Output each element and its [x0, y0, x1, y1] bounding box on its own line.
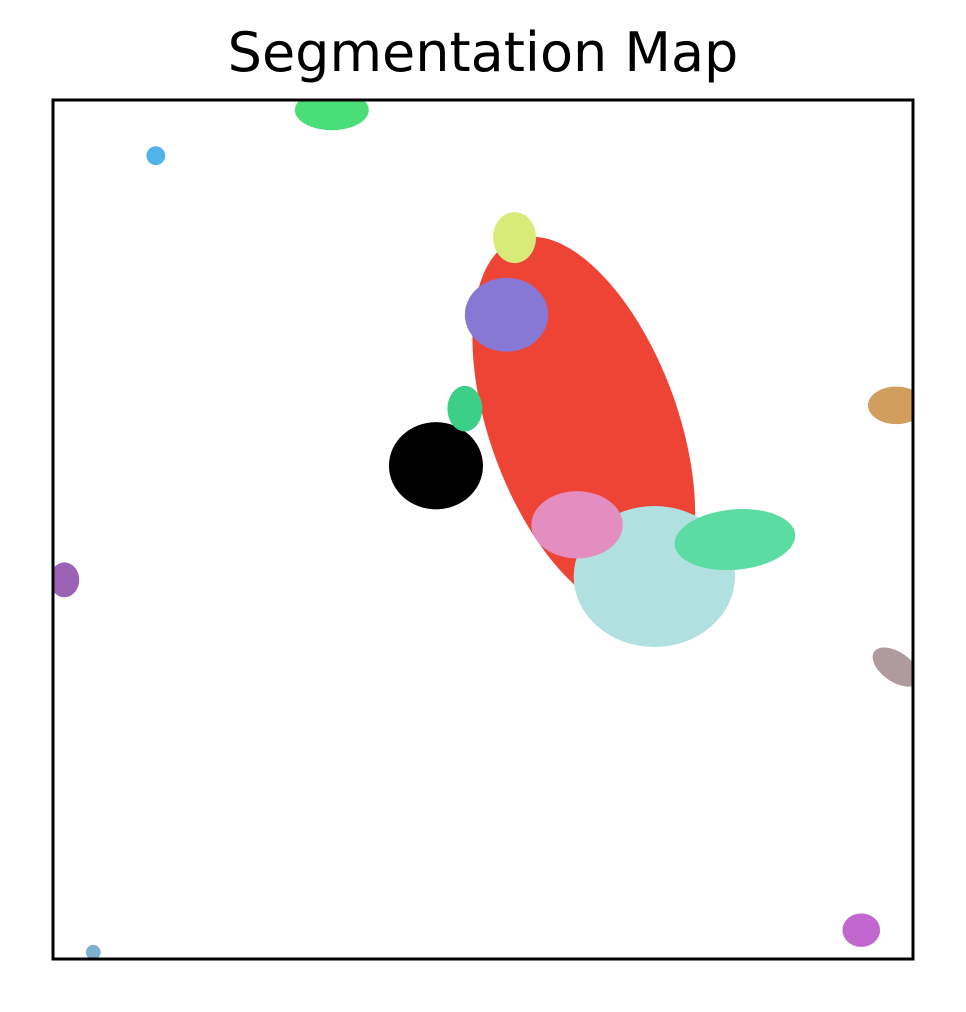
segment-8: [447, 385, 483, 432]
segment-10: [146, 146, 166, 166]
chart-title: Segmentation Map: [227, 21, 739, 84]
segment-7: [493, 212, 537, 264]
axes-frame: [51, 98, 915, 961]
segment-11: [867, 386, 913, 425]
segment-12: [872, 647, 913, 687]
segment-3: [674, 509, 796, 571]
segment-15: [85, 944, 101, 959]
segment-14: [842, 913, 881, 947]
segment-6: [464, 277, 549, 352]
segment-9: [294, 100, 369, 131]
segment-13: [53, 562, 80, 598]
segment-4: [531, 491, 623, 559]
segments-layer: [53, 100, 913, 959]
segment-5: [388, 422, 483, 510]
